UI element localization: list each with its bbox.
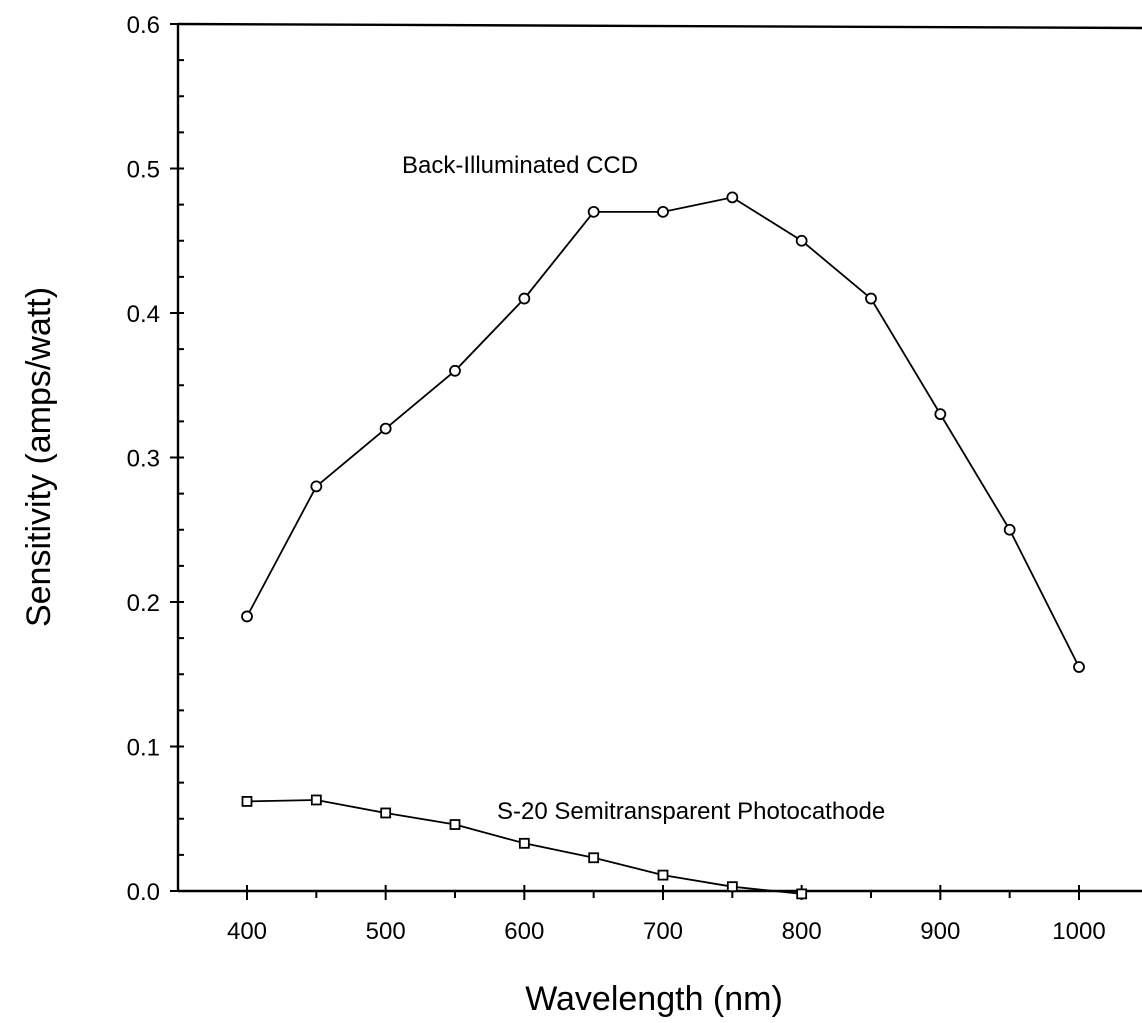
ticks xyxy=(170,23,1080,900)
tick-labels: 0.0 0.1 0.2 0.3 0.4 0.5 0.6 400 500 600 700 800 900 1… xyxy=(127,12,1106,945)
data-point xyxy=(310,794,322,806)
data-point xyxy=(1003,523,1016,536)
y-tick-label: 0.3 xyxy=(127,446,160,473)
data-point xyxy=(726,881,738,893)
y-tick-label: 0.6 xyxy=(127,12,160,39)
series-line xyxy=(246,196,1080,668)
data-point xyxy=(796,888,808,900)
x-axis-title: Wavelength (nm) xyxy=(525,980,783,1018)
x-tick-label: 1000 xyxy=(1052,918,1105,945)
data-point xyxy=(518,837,530,849)
series-s20 xyxy=(241,794,808,900)
x-tick-label: 500 xyxy=(366,918,406,945)
data-point xyxy=(449,364,461,377)
data-point xyxy=(657,869,669,881)
data-point xyxy=(310,480,323,493)
data-point xyxy=(934,408,947,421)
y-tick-label: 0.4 xyxy=(127,301,160,328)
x-tick-label: 700 xyxy=(643,918,683,945)
y-axis-title: Sensitivity (amps/watt) xyxy=(20,287,58,627)
data-point xyxy=(449,819,461,830)
y-tick-label: 0.5 xyxy=(127,157,160,184)
series-label-s20: S-20 Semitransparent Photocathode xyxy=(497,798,885,825)
data-point xyxy=(380,807,392,819)
data-point xyxy=(795,234,808,247)
y-tick-label: 0.0 xyxy=(127,879,160,906)
series-layer xyxy=(241,191,1085,900)
data-point xyxy=(518,292,531,305)
data-point xyxy=(241,796,253,807)
data-point xyxy=(588,852,600,864)
x-tick-label: 400 xyxy=(227,918,267,945)
x-tick-label: 800 xyxy=(782,918,822,945)
y-tick-label: 0.1 xyxy=(127,735,160,762)
series-ccd xyxy=(241,191,1085,673)
x-tick-label: 900 xyxy=(920,918,960,945)
series-label-ccd: Back-Illuminated CCD xyxy=(402,152,638,179)
data-point xyxy=(587,205,600,218)
x-tick-label: 600 xyxy=(504,918,544,945)
data-point xyxy=(865,292,877,305)
data-point xyxy=(1073,661,1085,673)
data-point xyxy=(657,205,669,218)
data-point xyxy=(241,610,253,623)
axes xyxy=(176,22,1142,893)
data-point xyxy=(379,422,392,435)
top-frame-line xyxy=(177,22,1142,30)
y-tick-label: 0.2 xyxy=(127,590,160,617)
data-point xyxy=(726,191,739,204)
